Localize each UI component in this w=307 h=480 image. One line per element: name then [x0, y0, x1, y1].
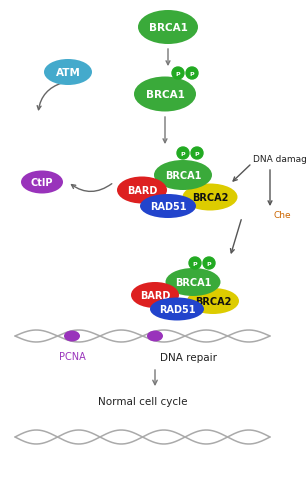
Text: P: P — [195, 151, 199, 156]
Text: P: P — [181, 151, 185, 156]
Ellipse shape — [187, 288, 239, 314]
Ellipse shape — [44, 60, 92, 86]
FancyArrowPatch shape — [233, 166, 250, 181]
Text: CtIP: CtIP — [31, 178, 53, 188]
Ellipse shape — [154, 161, 212, 191]
Text: P: P — [193, 261, 197, 266]
Circle shape — [177, 148, 189, 160]
Ellipse shape — [64, 331, 80, 342]
FancyArrowPatch shape — [163, 118, 167, 144]
Text: DNA repair: DNA repair — [160, 352, 216, 362]
Text: BARD: BARD — [140, 290, 170, 300]
Ellipse shape — [134, 77, 196, 112]
Text: BRCA2: BRCA2 — [192, 192, 228, 203]
Text: RAD51: RAD51 — [159, 304, 195, 314]
Ellipse shape — [117, 177, 167, 204]
Text: BRCA1: BRCA1 — [175, 277, 211, 288]
Text: ATM: ATM — [56, 68, 80, 78]
Ellipse shape — [150, 298, 204, 321]
FancyArrowPatch shape — [166, 49, 170, 66]
Text: Che: Che — [273, 210, 291, 219]
Text: DNA damage: DNA damage — [253, 155, 307, 164]
FancyArrowPatch shape — [72, 184, 112, 192]
Ellipse shape — [147, 331, 163, 342]
Ellipse shape — [182, 184, 238, 211]
Ellipse shape — [21, 171, 63, 194]
Ellipse shape — [138, 11, 198, 45]
Circle shape — [186, 68, 198, 80]
FancyArrowPatch shape — [37, 84, 62, 110]
FancyArrowPatch shape — [153, 370, 157, 385]
Circle shape — [172, 68, 184, 80]
Circle shape — [203, 257, 215, 269]
Ellipse shape — [131, 282, 179, 308]
Text: BRCA1: BRCA1 — [146, 90, 185, 100]
Text: Normal cell cycle: Normal cell cycle — [98, 396, 188, 406]
Text: BRCA1: BRCA1 — [149, 23, 188, 33]
Text: PCNA: PCNA — [59, 351, 85, 361]
Text: BARD: BARD — [127, 186, 157, 195]
Text: P: P — [190, 72, 194, 76]
Circle shape — [191, 148, 203, 160]
Text: P: P — [176, 72, 180, 76]
FancyArrowPatch shape — [268, 170, 272, 205]
Ellipse shape — [165, 268, 220, 296]
Text: RAD51: RAD51 — [150, 202, 186, 212]
Ellipse shape — [140, 194, 196, 218]
Text: BRCA1: BRCA1 — [165, 171, 201, 180]
FancyArrowPatch shape — [231, 220, 241, 253]
Text: P: P — [207, 261, 211, 266]
Circle shape — [189, 257, 201, 269]
Text: BRCA2: BRCA2 — [195, 296, 231, 306]
